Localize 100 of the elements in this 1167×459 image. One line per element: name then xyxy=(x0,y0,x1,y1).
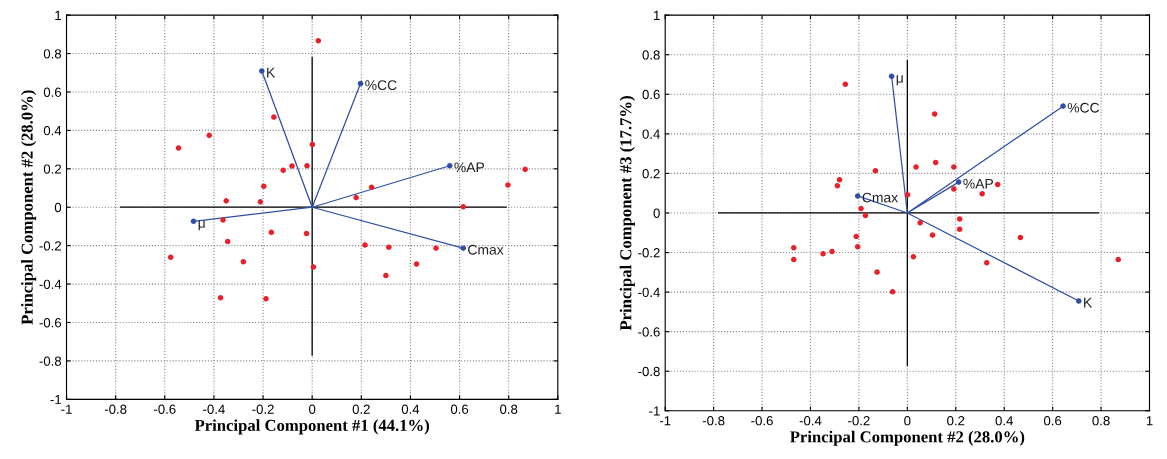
point xyxy=(240,259,247,265)
x-tick-label: -0.8 xyxy=(702,416,725,426)
y-tick-label: 0.6 xyxy=(43,87,62,97)
x-tick-label: 0.2 xyxy=(947,416,965,426)
point xyxy=(956,216,963,222)
point xyxy=(257,199,264,205)
point xyxy=(853,233,860,240)
point xyxy=(175,145,182,151)
point xyxy=(271,114,277,120)
annotation: %CC xyxy=(1067,102,1100,113)
y-tick-label: 0.4 xyxy=(43,125,62,136)
point xyxy=(368,184,375,191)
x-tick-label: 0 xyxy=(309,404,316,414)
y-tick-label: -0.4 xyxy=(39,279,62,289)
point xyxy=(854,244,861,250)
point xyxy=(446,162,453,169)
annotation: Cmax xyxy=(862,192,898,203)
point xyxy=(872,168,879,174)
x-tick-label: -0.6 xyxy=(154,404,176,414)
x-axis-title: Principal Component #2 (28.0%) xyxy=(790,430,1025,446)
point xyxy=(951,164,957,170)
point xyxy=(889,288,896,295)
y-tick-label: 0.8 xyxy=(642,50,660,60)
point xyxy=(791,245,797,251)
x-tick-label: -1 xyxy=(61,404,72,414)
x-axis-title: Principal Component #1 (44.1%) xyxy=(194,419,430,435)
annotation: K xyxy=(267,67,276,78)
y-tick-label: -0.6 xyxy=(39,318,62,328)
point xyxy=(261,183,267,190)
annotation: %AP xyxy=(963,178,993,189)
y-tick-label: -0.2 xyxy=(39,241,61,251)
x-tick-label: -0.4 xyxy=(203,404,225,414)
y-axis-title: Principal Component #2 (28.0%) xyxy=(21,90,37,325)
point xyxy=(259,68,265,74)
x-tick-label: 0.4 xyxy=(401,404,420,414)
point xyxy=(433,245,439,251)
annotation: %AP xyxy=(454,162,485,173)
point xyxy=(505,182,511,188)
annotation: K xyxy=(1084,297,1093,308)
point xyxy=(383,272,389,279)
point xyxy=(917,219,923,226)
point xyxy=(223,198,229,204)
annotation: %CC xyxy=(365,80,397,91)
point xyxy=(268,229,275,236)
y-tick-label: -0.2 xyxy=(638,248,660,258)
annotation: Cmax xyxy=(468,244,504,255)
point xyxy=(280,167,286,174)
point xyxy=(979,191,985,197)
x-tick-label: 0.8 xyxy=(500,404,518,414)
y-tick-label: -0.8 xyxy=(638,366,660,377)
x-tick-label: 0.2 xyxy=(352,404,370,414)
point xyxy=(834,182,841,189)
point xyxy=(842,81,849,87)
point xyxy=(904,192,911,198)
point xyxy=(1076,298,1082,304)
point xyxy=(931,111,938,117)
y-tick-label: 0.4 xyxy=(642,129,660,139)
annotation: μ xyxy=(896,75,903,86)
point xyxy=(217,294,224,301)
y-tick-label: 1 xyxy=(55,10,62,20)
point xyxy=(190,218,197,225)
x-tick-label: 0.6 xyxy=(1043,416,1062,426)
point xyxy=(994,181,1001,188)
x-tick-label: -0.2 xyxy=(252,404,274,414)
point xyxy=(956,226,963,232)
point xyxy=(858,205,864,212)
point xyxy=(1017,234,1024,241)
x-tick-label: 0 xyxy=(904,416,911,426)
point xyxy=(263,295,269,302)
point xyxy=(413,261,420,267)
point xyxy=(309,141,316,148)
point xyxy=(836,176,843,183)
point xyxy=(224,238,231,245)
x-tick-label: 0.4 xyxy=(995,416,1013,426)
point xyxy=(460,245,467,251)
point xyxy=(910,253,917,260)
y-tick-label: 0.2 xyxy=(642,168,660,179)
y-tick-label: 0 xyxy=(653,208,660,218)
x-tick-label: -0.2 xyxy=(848,416,870,426)
point xyxy=(386,244,392,250)
x-tick-label: -0.4 xyxy=(799,416,822,426)
y-axis-title: Principal Component #3 (17.7%) xyxy=(619,96,635,331)
point xyxy=(829,248,835,255)
y-tick-label: 0.8 xyxy=(43,49,62,59)
x-tick-label: -0.8 xyxy=(104,404,127,414)
point xyxy=(289,163,295,169)
point xyxy=(315,37,322,44)
point xyxy=(310,264,317,270)
y-tick-label: 0.2 xyxy=(43,164,61,174)
x-tick-label: 1 xyxy=(555,404,561,414)
x-tick-label: 0.6 xyxy=(450,404,469,414)
point xyxy=(206,132,213,139)
annotation: μ xyxy=(198,220,205,231)
point xyxy=(862,212,869,219)
point xyxy=(1060,103,1066,109)
point xyxy=(791,256,797,263)
y-tick-label: -0.8 xyxy=(39,356,62,366)
point xyxy=(854,193,861,199)
point xyxy=(913,164,919,170)
point xyxy=(955,179,962,185)
